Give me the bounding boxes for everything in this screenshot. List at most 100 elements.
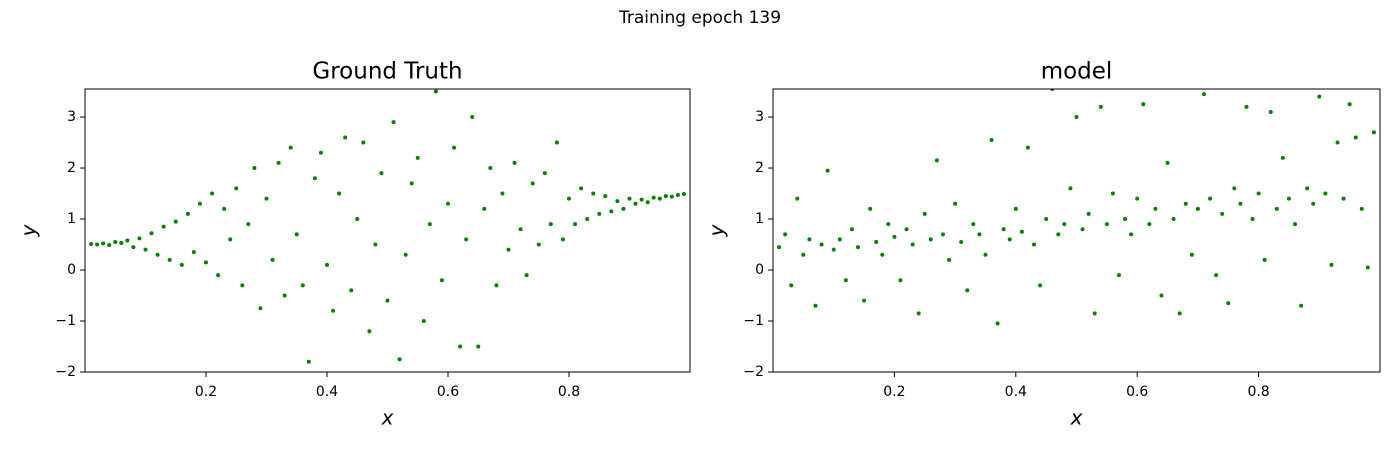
point [476, 344, 481, 349]
point [446, 201, 450, 206]
point [1341, 196, 1346, 201]
point [1189, 252, 1194, 257]
point [1250, 217, 1255, 222]
point [1293, 222, 1298, 227]
point [868, 206, 873, 211]
point [125, 238, 130, 243]
point [843, 278, 848, 283]
point [1171, 217, 1176, 222]
y-tick-label: −2 [55, 364, 76, 380]
point [1177, 311, 1182, 316]
point [855, 245, 860, 250]
point [1092, 311, 1097, 316]
point [524, 273, 529, 278]
point [560, 237, 565, 242]
point [264, 196, 269, 201]
point [1256, 191, 1261, 196]
point [1086, 211, 1091, 216]
point [379, 171, 384, 176]
point [675, 193, 680, 198]
point [849, 227, 854, 232]
point [331, 308, 336, 313]
point [795, 196, 800, 201]
point [1244, 104, 1249, 109]
point [1165, 160, 1170, 165]
point [246, 222, 251, 227]
point [240, 283, 245, 288]
y-tick-label: 0 [67, 262, 76, 278]
point [470, 115, 475, 120]
point [204, 260, 208, 265]
point [965, 288, 970, 293]
point [591, 191, 596, 196]
point [597, 211, 602, 216]
point [1305, 186, 1310, 191]
y-axis-label: y [705, 223, 729, 237]
point [397, 357, 402, 362]
point [1335, 140, 1340, 145]
point [645, 200, 650, 205]
point [337, 191, 342, 196]
point [361, 140, 366, 145]
point [506, 247, 511, 252]
point [1001, 227, 1006, 232]
point [651, 195, 656, 200]
point [155, 252, 160, 257]
point [318, 150, 323, 155]
point [880, 252, 885, 257]
axes-title: Ground Truth [312, 59, 462, 85]
point [222, 206, 227, 211]
point [101, 241, 106, 246]
point [1153, 206, 1158, 211]
point [1280, 155, 1285, 160]
point [777, 245, 782, 250]
y-tick-label: −2 [743, 364, 764, 380]
point [385, 298, 390, 303]
point [355, 217, 360, 222]
point [1038, 283, 1043, 288]
point [276, 160, 281, 165]
point [1116, 273, 1121, 278]
point [609, 209, 614, 214]
x-tick-label: 0.2 [195, 384, 217, 400]
point [494, 283, 499, 288]
point [801, 252, 806, 257]
point [391, 120, 396, 125]
y-tick-label: 0 [755, 262, 764, 278]
point [1317, 94, 1322, 99]
point [403, 252, 408, 257]
point [1232, 186, 1237, 191]
x-tick-label: 0.6 [1126, 384, 1148, 400]
axes-frame [772, 88, 1381, 373]
point [807, 237, 812, 242]
figure-title: Training epoch 139 [618, 8, 781, 28]
point [1195, 206, 1200, 211]
point [1056, 232, 1061, 237]
point [312, 176, 317, 181]
point [959, 239, 964, 244]
point [415, 155, 420, 160]
point [1032, 242, 1037, 247]
x-tick-label: 0.6 [437, 384, 459, 400]
point [458, 344, 463, 349]
point [1208, 196, 1213, 201]
point [210, 191, 215, 196]
point [343, 135, 348, 140]
point [282, 293, 287, 298]
point [113, 239, 118, 244]
point [1159, 293, 1164, 298]
y-tick-label: 1 [755, 211, 764, 227]
point [1286, 196, 1291, 201]
y-tick-label: −1 [55, 313, 76, 329]
point [1262, 257, 1267, 262]
point [1238, 201, 1243, 206]
point [1062, 222, 1067, 227]
point [922, 211, 927, 216]
point [669, 194, 674, 199]
point [234, 186, 239, 191]
point [300, 283, 305, 288]
point [1201, 92, 1206, 97]
point [1183, 201, 1188, 206]
point [621, 206, 626, 211]
